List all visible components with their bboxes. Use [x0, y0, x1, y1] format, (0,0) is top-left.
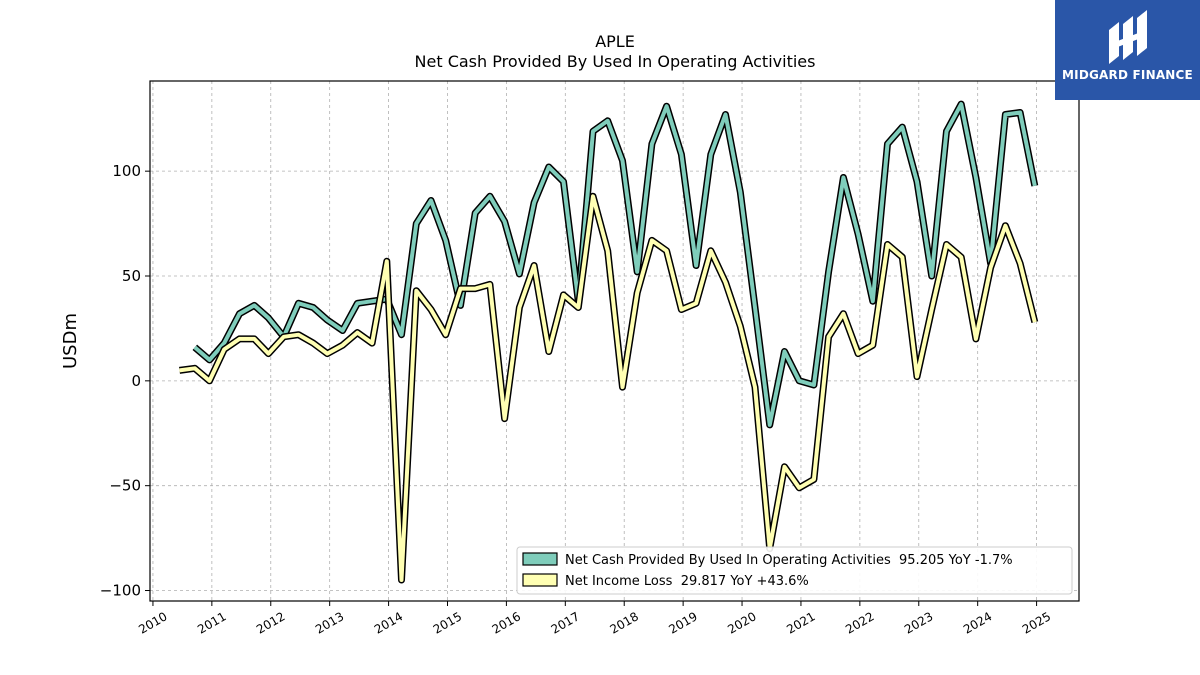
x-tick-label: 2012 [254, 609, 287, 636]
x-tick-label: 2025 [1020, 609, 1053, 636]
legend-swatch-cashflow [522, 552, 558, 566]
x-tick-label: 2019 [666, 609, 699, 636]
y-tick-label: 0 [131, 372, 141, 390]
legend-swatch-net-income [522, 573, 558, 587]
y-axis-label: USDm [60, 313, 81, 369]
x-tick-label: 2016 [490, 609, 523, 636]
x-tick-label: 2024 [961, 609, 994, 636]
brand-mark-icon [1109, 10, 1147, 64]
y-tick-label: 100 [112, 162, 141, 180]
x-tick-label: 2015 [431, 609, 464, 636]
x-tick-label: 2018 [607, 609, 640, 636]
x-tick-label: 2014 [372, 609, 405, 636]
legend-label-net-income: Net Income Loss 29.817 YoY +43.6% [565, 574, 809, 589]
series-line-operating-cash-flow [193, 102, 1037, 427]
y-tick-label: −100 [100, 582, 141, 600]
x-tick-label: 2013 [313, 609, 346, 636]
x-tick-label: 2017 [549, 609, 582, 636]
series-line-net-income [179, 194, 1037, 582]
chart-subtitle: Net Cash Provided By Used In Operating A… [415, 52, 816, 71]
brand-name: MIDGARD FINANCE [1062, 68, 1193, 82]
y-tick-label: −50 [109, 477, 141, 495]
x-tick-label: 2011 [195, 609, 228, 636]
series-layer [179, 100, 1039, 584]
x-tick-label: 2023 [902, 609, 935, 636]
x-tick-label: 2021 [784, 609, 817, 636]
legend: Net Cash Provided By Used In Operating A… [516, 546, 1073, 595]
legend-frame [516, 546, 1073, 595]
plot-frame [149, 80, 1080, 602]
brand-logo: MIDGARD FINANCE [1055, 0, 1200, 100]
chart-title: APLE [595, 32, 635, 51]
x-tick-label: 2022 [843, 609, 876, 636]
x-tick-label: 2010 [136, 609, 169, 636]
y-tick-label: 50 [122, 267, 141, 285]
legend-label-cashflow: Net Cash Provided By Used In Operating A… [565, 553, 1013, 568]
x-tick-label: 2020 [725, 609, 758, 636]
